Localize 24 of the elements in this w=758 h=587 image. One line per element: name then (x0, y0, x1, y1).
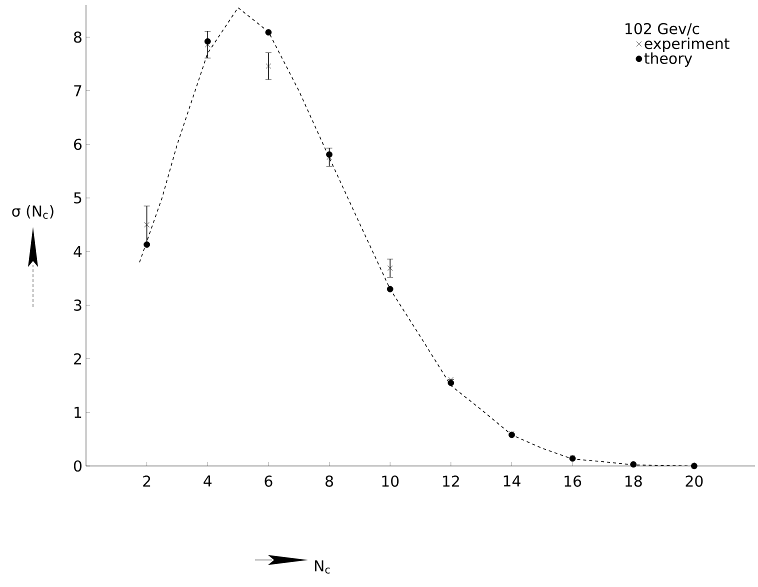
y-tick-label: 0 (74, 460, 82, 472)
x-tick-label: 2 (143, 476, 150, 487)
legend-title: 102 Gev/c (626, 22, 700, 36)
y-tick-label: 2 (74, 353, 81, 364)
y-tick-label: 5 (74, 192, 82, 204)
y-tick-label: 4 (74, 246, 82, 258)
x-tick-label: 20 (686, 476, 703, 487)
y-tick-label: 1 (74, 406, 82, 418)
y-tick-label: 6 (74, 138, 82, 150)
legend-label: experiment (644, 38, 730, 52)
x-tick-label: 4 (204, 476, 212, 486)
x-tick-label: 16 (564, 476, 582, 487)
x-tick-label: 12 (443, 476, 459, 487)
x-tick-label: 18 (626, 476, 642, 487)
x-tick-label: 6 (264, 476, 272, 487)
y-tick-label: 8 (74, 31, 82, 43)
y-axis-title: σ (N$_{c}$) (12, 205, 54, 219)
x-tick-label: 8 (326, 476, 334, 487)
y-tick-label: 3 (74, 300, 82, 311)
x-tick-label: 14 (504, 476, 520, 486)
x-axis-title: N$_{c}$ (314, 560, 330, 574)
y-tick-label: 7 (74, 85, 82, 96)
legend-label: theory (644, 52, 692, 67)
x-tick-label: 10 (382, 476, 399, 487)
